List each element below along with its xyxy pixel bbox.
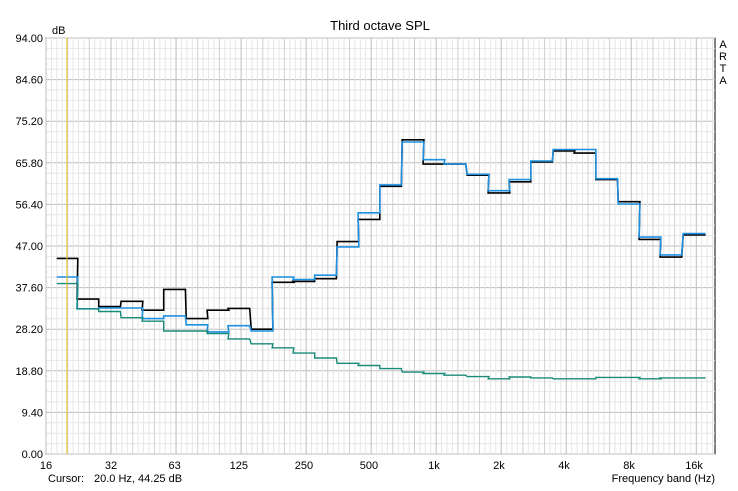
y-tick-label: 94.00 [15, 33, 43, 45]
watermark-letter: T [720, 63, 727, 75]
series-line-3 [56, 282, 706, 380]
x-tick-label: 8k [623, 460, 635, 472]
grid-lines [45, 37, 715, 455]
y-tick-label: 28.20 [15, 324, 43, 336]
series-lines [56, 139, 706, 380]
x-tick-label: 63 [168, 460, 180, 472]
y-tick-label: 0.00 [22, 449, 43, 461]
y-tick-label: 37.60 [15, 283, 43, 295]
y-tick-label: 56.40 [15, 199, 43, 211]
y-tick-label: 65.80 [15, 158, 43, 170]
watermark-letter: A [719, 39, 727, 51]
cursor-label: Cursor: [48, 473, 85, 485]
x-tick-label: 250 [295, 460, 313, 472]
x-tick-label: 4k [558, 460, 570, 472]
cursor-value: 20.0 Hz, 44.25 dB [94, 473, 183, 485]
x-tick-label: 32 [105, 460, 117, 472]
x-tick-labels: 16 32 63 125 250 500 1k 2k 4k 8k 16k [40, 460, 704, 472]
y-tick-label: 75.20 [15, 116, 43, 128]
chart-title: Third octave SPL [330, 18, 430, 33]
x-tick-label: 500 [360, 460, 378, 472]
y-tick-label: 18.80 [15, 366, 43, 378]
series-line-2 [56, 141, 706, 333]
y-tick-label: 84.60 [15, 75, 43, 87]
x-tick-label: 16k [685, 460, 703, 472]
x-tick-label: 16 [40, 460, 52, 472]
x-tick-label: 2k [493, 460, 505, 472]
y-tick-label: 9.40 [22, 407, 43, 419]
watermark-letter: R [719, 51, 727, 63]
x-tick-label: 125 [230, 460, 248, 472]
watermark-letter: A [719, 75, 727, 87]
x-axis-label: Frequency band (Hz) [611, 473, 715, 485]
y-tick-labels: 0.00 9.40 18.80 28.20 37.60 47.00 56.40 65.80 75… [15, 33, 43, 461]
x-tick-label: 1k [428, 460, 440, 472]
y-tick-label: 47.00 [15, 241, 43, 253]
y-axis-label: dB [52, 25, 65, 37]
